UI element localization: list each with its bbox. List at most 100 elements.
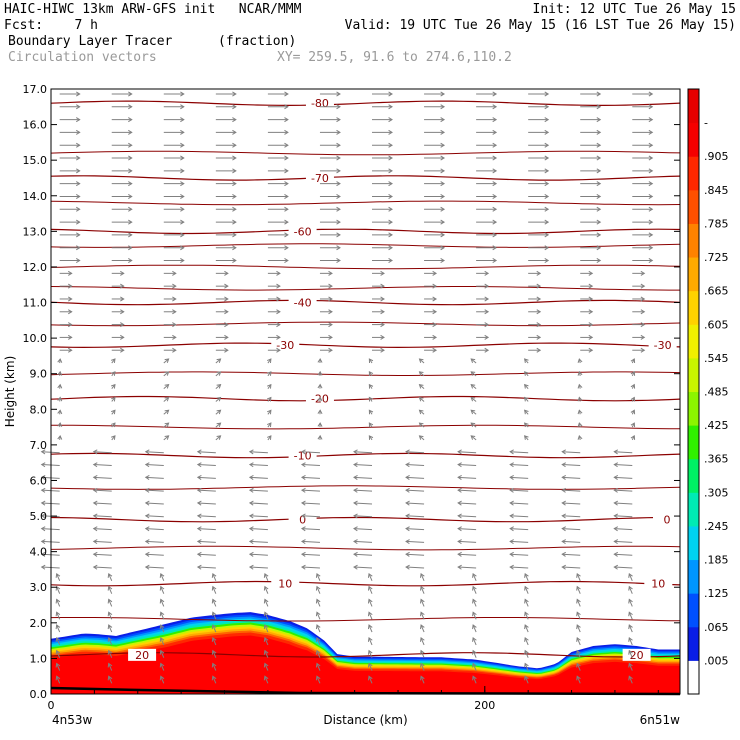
- y-tick-label-17: 17.0: [23, 83, 48, 96]
- vector-arrow: [56, 663, 61, 671]
- vector-arrow-head: [284, 232, 289, 238]
- vector-arrow: [160, 637, 165, 646]
- vector-arrow: [212, 663, 217, 671]
- vector-arrow: [406, 451, 425, 454]
- vector-arrow-head: [536, 283, 542, 289]
- vector-arrow: [562, 515, 581, 518]
- vector-arrow: [197, 566, 216, 569]
- contour-label-4: -30: [276, 339, 294, 352]
- colorbar-label-9: .545: [704, 352, 729, 365]
- vector-arrow: [368, 650, 373, 658]
- vector-arrow: [264, 663, 269, 671]
- vector-arrow-head: [284, 117, 289, 123]
- vector-arrow: [458, 451, 477, 454]
- vector-arrow-head: [368, 371, 374, 376]
- vector-arrow-head: [457, 462, 462, 468]
- vector-arrow: [419, 422, 425, 428]
- vector-arrow-head: [180, 117, 185, 123]
- vector-arrow-head: [224, 347, 229, 353]
- contour-label-11: 10: [651, 578, 665, 591]
- vector-arrow-head: [596, 245, 602, 251]
- vector-arrow: [420, 676, 425, 684]
- vector-arrow: [353, 528, 373, 531]
- vector-arrow-head: [457, 526, 462, 532]
- vector-arrow-head: [128, 193, 133, 199]
- vector-arrow-head: [440, 168, 446, 174]
- vector-arrow-head: [524, 435, 529, 440]
- vector-arrow-head: [576, 662, 581, 668]
- vector-arrow: [420, 599, 425, 607]
- vector-arrow: [614, 566, 633, 569]
- vector-arrow-head: [111, 358, 116, 364]
- vector-arrow-head: [388, 129, 393, 135]
- vector-arrow: [249, 566, 268, 569]
- vector-arrow-head: [388, 206, 393, 212]
- y-tick-label-5: 5.0: [30, 510, 48, 523]
- vector-arrow: [628, 573, 633, 582]
- vector-arrow-head: [144, 513, 150, 519]
- vector-arrow-head: [111, 409, 116, 415]
- vector-arrow-head: [128, 232, 133, 238]
- vector-arrow: [56, 624, 61, 633]
- isotherm-3: [50, 264, 681, 270]
- y-tick-label-9: 9.0: [30, 368, 48, 381]
- vector-arrow: [108, 573, 113, 582]
- vector-arrow-head: [180, 193, 185, 199]
- vector-arrow: [628, 586, 633, 594]
- vector-arrow-head: [613, 462, 619, 468]
- vector-arrow: [576, 663, 581, 671]
- vector-arrow-head: [159, 649, 165, 655]
- colorbar-swatch-9: [688, 357, 699, 392]
- vector-arrow-head: [128, 104, 133, 110]
- vector-arrow-head: [211, 585, 217, 591]
- vector-arrow-head: [75, 104, 81, 110]
- vector-arrow: [614, 451, 633, 454]
- vector-arrow-head: [544, 219, 550, 225]
- isotherm-1: [50, 200, 681, 206]
- vector-arrow-head: [457, 513, 462, 519]
- vector-arrow-head: [367, 611, 373, 617]
- vector-arrow-head: [577, 409, 583, 415]
- vector-arrow: [215, 435, 221, 441]
- vector-arrow-head: [300, 449, 306, 455]
- vector-arrow-head: [492, 117, 498, 123]
- vector-arrow-head: [544, 193, 550, 199]
- vector-arrow-head: [57, 409, 63, 415]
- vector-arrow: [470, 358, 477, 364]
- vector-arrow-head: [353, 539, 358, 545]
- vector-arrow-head: [266, 371, 272, 376]
- vector-arrow: [93, 489, 112, 492]
- vector-arrow-head: [216, 371, 222, 376]
- vector-arrow: [212, 650, 217, 658]
- vector-arrow-head: [561, 449, 566, 455]
- vector-arrow: [160, 624, 165, 633]
- vector-arrow-head: [75, 155, 81, 161]
- vector-arrow-head: [300, 475, 306, 480]
- vector-arrow: [562, 451, 581, 454]
- vector-arrow-head: [628, 649, 633, 655]
- vector-arrow-head: [336, 129, 341, 135]
- vector-arrow: [316, 612, 321, 620]
- vector-arrow-head: [92, 500, 98, 506]
- vector-arrow-head: [75, 219, 81, 225]
- vector-arrow-head: [328, 283, 333, 289]
- vector-arrow-head: [232, 181, 237, 187]
- vector-arrow-head: [263, 611, 269, 617]
- vector-arrow-head: [248, 526, 254, 532]
- vector-arrow-head: [75, 232, 81, 238]
- vector-arrow-head: [472, 611, 477, 617]
- vector-arrow-head: [640, 334, 646, 340]
- vector-arrow-head: [368, 435, 374, 440]
- vector-arrow: [215, 371, 221, 377]
- vector-arrow: [420, 637, 425, 646]
- vector-arrow: [301, 515, 320, 518]
- vector-arrow-head: [405, 564, 410, 570]
- colorbar-swatch-16: [688, 122, 699, 157]
- vector-arrow-head: [472, 675, 477, 681]
- y-tick-label-16: 16.0: [23, 119, 48, 132]
- vector-arrow-head: [284, 104, 289, 110]
- vector-arrow-head: [284, 142, 289, 148]
- vector-arrow-head: [388, 245, 393, 251]
- vector-arrow-head: [276, 309, 281, 315]
